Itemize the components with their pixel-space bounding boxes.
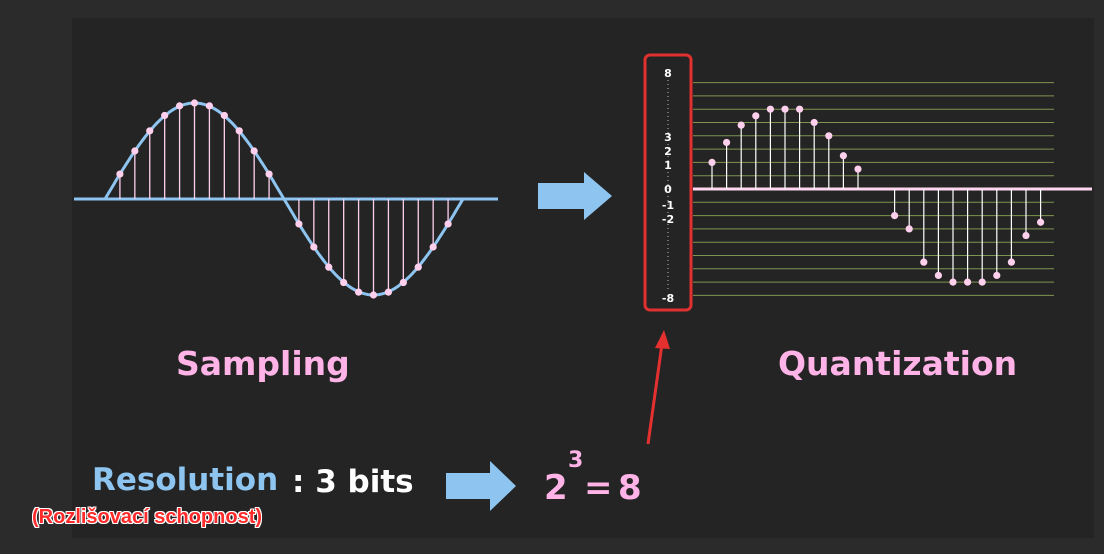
quantized-point bbox=[1022, 231, 1030, 240]
quantized-point bbox=[1007, 258, 1016, 266]
sample-point bbox=[295, 220, 303, 228]
sample-point bbox=[384, 288, 393, 296]
level-tick-label: 3 bbox=[664, 131, 672, 144]
quantized-point bbox=[752, 112, 760, 120]
sample-point bbox=[235, 127, 243, 135]
quantized-point bbox=[978, 278, 986, 286]
annotation-arrow-line bbox=[646, 343, 664, 445]
level-axis-ticks: 8 321 0 -1-2 -8 bbox=[662, 67, 674, 305]
sample-point bbox=[429, 243, 437, 251]
quantized-point bbox=[964, 278, 972, 286]
sample-point bbox=[250, 147, 258, 155]
sample-point bbox=[399, 278, 407, 287]
sampling-title: Sampling bbox=[176, 344, 350, 383]
sample-point bbox=[354, 288, 363, 296]
quantized-point bbox=[708, 158, 716, 166]
quantized-point bbox=[920, 258, 928, 266]
quantized-point bbox=[905, 225, 913, 233]
quantization-grid bbox=[693, 82, 1054, 296]
sample-point bbox=[146, 127, 154, 135]
resolution-value: : 3 bits bbox=[292, 464, 414, 500]
sample-point bbox=[369, 291, 378, 299]
annotation-arrow-head bbox=[655, 330, 670, 349]
level-tick-label: 0 bbox=[664, 183, 672, 196]
sample-point bbox=[161, 111, 169, 120]
power-exponent: 3 bbox=[568, 448, 584, 473]
sample-point bbox=[265, 170, 273, 178]
level-axis-highlight bbox=[643, 53, 693, 312]
sample-point bbox=[340, 278, 348, 287]
quantized-point bbox=[839, 152, 848, 160]
level-tick-label: 2 bbox=[664, 145, 672, 158]
sample-point bbox=[325, 263, 333, 271]
level-tick-label: 1 bbox=[664, 159, 672, 172]
sample-point bbox=[310, 243, 318, 251]
annotation-text: (Rozlišovací schopnost) bbox=[32, 506, 263, 528]
quantized-point bbox=[1037, 218, 1045, 226]
sample-point bbox=[205, 102, 214, 110]
quantized-point bbox=[825, 132, 833, 140]
level-tick-label: -8 bbox=[662, 292, 674, 305]
sample-point bbox=[175, 102, 184, 110]
quantization-chart bbox=[693, 105, 1092, 286]
level-tick-label: 8 bbox=[664, 67, 672, 80]
quantized-point bbox=[934, 271, 943, 280]
arrow-sampling-to-quantization bbox=[538, 172, 612, 220]
resolution-label: Resolution bbox=[92, 462, 279, 498]
power-equals: = bbox=[584, 468, 613, 508]
power-result: 8 bbox=[618, 468, 642, 508]
power-base: 2 bbox=[544, 468, 568, 508]
quantized-point bbox=[810, 118, 818, 127]
quantized-point bbox=[891, 212, 899, 220]
sample-point bbox=[414, 263, 422, 271]
sample-point bbox=[190, 99, 199, 107]
sample-point bbox=[220, 111, 228, 120]
sample-point bbox=[131, 147, 139, 155]
quantized-point bbox=[723, 138, 731, 147]
level-tick-label: -2 bbox=[662, 213, 674, 226]
quantized-point bbox=[737, 121, 745, 129]
quantized-point bbox=[949, 278, 957, 286]
slide-background bbox=[72, 18, 1094, 538]
level-tick-label: -1 bbox=[662, 199, 674, 212]
quantized-point bbox=[796, 105, 804, 113]
quantized-point bbox=[766, 105, 775, 113]
quantized-point bbox=[781, 105, 789, 113]
arrow-resolution-to-power bbox=[446, 461, 516, 511]
quantization-title: Quantization bbox=[778, 344, 1018, 383]
sampling-chart bbox=[74, 99, 498, 299]
quantized-point bbox=[993, 271, 1001, 280]
sample-point bbox=[444, 220, 452, 228]
sample-point bbox=[116, 170, 124, 178]
quantized-point bbox=[854, 165, 862, 173]
